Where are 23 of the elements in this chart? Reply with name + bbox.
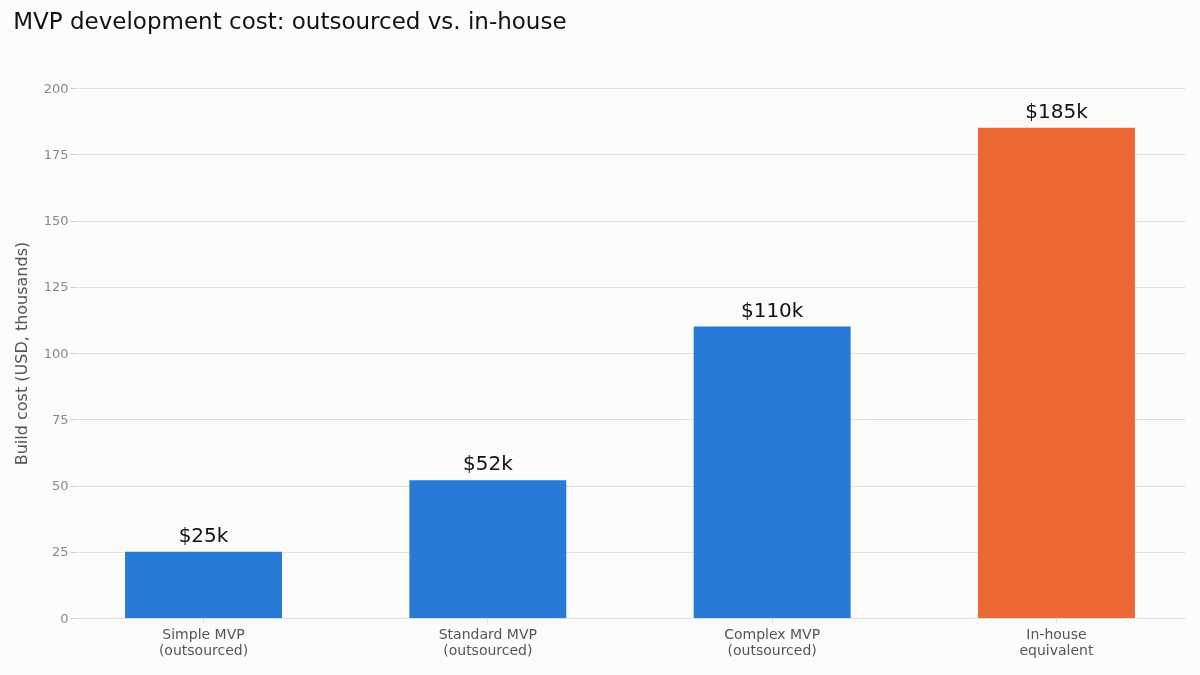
- y-axis-title: Build cost (USD, thousands): [11, 241, 31, 466]
- data-label: $52k: [462, 451, 514, 476]
- y-tick-label: 50: [51, 478, 69, 493]
- y-tick-label: 100: [43, 345, 69, 361]
- y-tick-label: 75: [51, 411, 69, 427]
- data-label: $25k: [178, 522, 229, 547]
- data-label: $110k: [740, 297, 804, 322]
- x-tick-label: Complex MVP (outsourced): [724, 625, 821, 658]
- x-tick-label: In-house equivalent: [1019, 625, 1094, 658]
- y-tick-label: 175: [43, 146, 69, 162]
- data-label: $185k: [1025, 98, 1089, 123]
- y-tick-label: 200: [43, 80, 69, 96]
- bar: [409, 480, 567, 618]
- x-tick-label: Standard MVP (outsourced): [438, 625, 537, 658]
- bar: [693, 326, 851, 618]
- chart-title: MVP development cost: outsourced vs. in-house: [13, 8, 567, 34]
- x-tick-label: Simple MVP (outsourced): [158, 625, 249, 658]
- bar: [125, 551, 282, 618]
- bar: [978, 127, 1135, 618]
- y-tick-label: 0: [60, 610, 69, 626]
- y-tick-label: 150: [43, 213, 69, 228]
- y-tick-label: 125: [43, 279, 69, 295]
- y-tick-label: 25: [51, 544, 69, 560]
